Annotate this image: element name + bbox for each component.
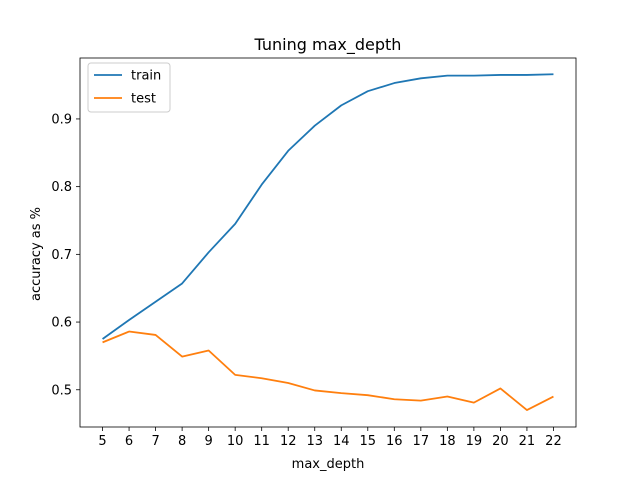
- x-tick-label: 11: [253, 434, 270, 449]
- legend: train test: [87, 62, 171, 113]
- y-tick-label: 0.5: [51, 383, 72, 398]
- x-axis: 5 6 7 8 9 10 11 12 13 14 15 16 17 18 19 20 21 22: [98, 427, 562, 449]
- legend-label-test: test: [131, 92, 156, 107]
- x-tick-label: 16: [386, 434, 403, 449]
- legend-label-train: train: [131, 69, 161, 84]
- series-line-train: [102, 73, 554, 340]
- x-tick-label: 15: [360, 434, 377, 449]
- x-tick-label: 21: [519, 434, 536, 449]
- x-tick-label: 18: [439, 434, 456, 449]
- x-tick-label: 14: [333, 434, 350, 449]
- x-tick-label: 17: [413, 434, 430, 449]
- y-tick-label: 0.6: [51, 316, 72, 331]
- y-axis-label: accuracy as %: [29, 207, 44, 301]
- x-tick-label: 19: [466, 434, 483, 449]
- x-tick-label: 9: [205, 434, 213, 449]
- x-tick-label: 5: [98, 434, 106, 449]
- y-axis: 0.5 0.6 0.7 0.8 0.9: [51, 112, 80, 398]
- x-tick-label: 20: [492, 434, 509, 449]
- y-tick-label: 0.7: [51, 248, 72, 263]
- y-tick-label: 0.9: [51, 112, 72, 127]
- x-tick-label: 12: [280, 434, 297, 449]
- plot-frame: [79, 57, 577, 428]
- x-tick-label: 22: [545, 434, 562, 449]
- x-tick-label: 10: [227, 434, 244, 449]
- x-axis-label: max_depth: [292, 457, 365, 472]
- plot-area: [79, 57, 577, 428]
- x-tick-label: 8: [178, 434, 186, 449]
- chart-title: Tuning max_depth: [254, 35, 402, 55]
- x-tick-label: 7: [151, 434, 159, 449]
- y-tick-label: 0.8: [51, 180, 72, 195]
- series-line-test: [102, 330, 554, 411]
- x-tick-label: 6: [125, 434, 133, 449]
- x-tick-label: 13: [306, 434, 323, 449]
- series-lines: [102, 73, 554, 411]
